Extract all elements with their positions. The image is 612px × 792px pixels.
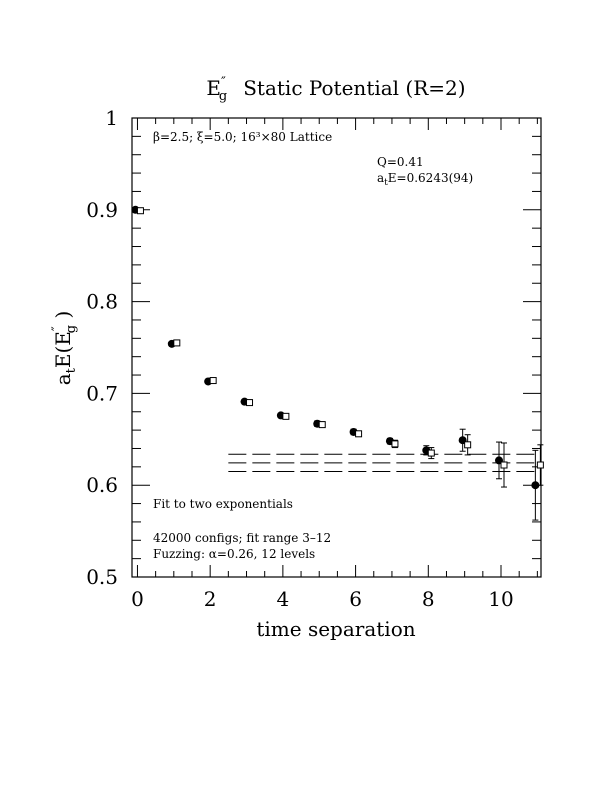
marker-square [355, 430, 363, 438]
y-tick-label: 1 [105, 106, 118, 130]
data-point [246, 399, 254, 407]
data-point [500, 442, 508, 488]
annotation-lattice: β=2.5; ξ=5.0; 16³×80 Lattice [153, 130, 332, 144]
title-sub: g [219, 89, 227, 104]
marker-square [427, 449, 435, 457]
data-point [464, 434, 472, 456]
fit-band [228, 453, 541, 473]
title-main: E [206, 76, 221, 100]
data-point [391, 439, 399, 449]
marker-square [318, 421, 326, 429]
data-point [318, 421, 326, 429]
x-tick-label: 6 [349, 587, 362, 611]
marker-square [464, 441, 472, 449]
y-tick-label: 0.6 [86, 473, 118, 497]
y-axis-title-sub: g [64, 325, 79, 333]
x-axis-title: time separation [256, 617, 415, 641]
fit-value-prefix: a [377, 171, 384, 185]
title-rest: Static Potential (R=2) [243, 76, 465, 100]
marker-square [500, 461, 508, 469]
data-point [427, 447, 435, 460]
annotation-fit-method: Fit to two exponentials [153, 497, 293, 511]
marker-circle [531, 481, 540, 490]
y-axis-title: atE(E″g ) [50, 311, 79, 386]
x-tick-label: 2 [204, 587, 217, 611]
marker-square [173, 339, 181, 347]
y-axis-title-close: ) [51, 311, 75, 325]
data-point [136, 207, 144, 215]
data-point [209, 377, 217, 385]
x-tick-label: 0 [131, 587, 144, 611]
axis-tick-labels: 0 2 4 6 8 10 0.5 0.6 0.7 0.8 0.9 1 [86, 106, 514, 611]
x-tick-label: 10 [488, 587, 513, 611]
y-tick-label: 0.9 [86, 198, 118, 222]
annotation-q: Q=0.41 [377, 155, 424, 169]
data-point [495, 441, 504, 480]
data-series [131, 205, 544, 521]
marker-square [209, 377, 217, 385]
fit-value-sub: t [384, 178, 388, 188]
y-axis-title-prefix-sub: t [64, 367, 79, 373]
chart-title: E″ g Static Potential (R=2) [206, 75, 465, 104]
data-point [282, 412, 290, 420]
x-tick-label: 8 [422, 587, 435, 611]
marker-square [536, 461, 544, 469]
annotation-configs: 42000 configs; fit range 3–12 [153, 531, 331, 545]
marker-square [391, 440, 399, 448]
y-axis-title-prefix: a [51, 373, 75, 385]
data-point [355, 430, 363, 438]
y-axis-title-super: ″ [50, 326, 65, 331]
data-point [173, 339, 181, 347]
x-tick-label: 4 [277, 587, 290, 611]
y-axis-title-main: E(E [51, 331, 75, 368]
annotation-fuzzing: Fuzzing: α=0.26, 12 levels [153, 547, 315, 561]
y-tick-label: 0.5 [86, 565, 118, 589]
title-super: ″ [221, 75, 226, 90]
marker-square [246, 399, 254, 407]
data-point [531, 449, 540, 521]
annotation-fit-value: atE=0.6243(94) [377, 171, 473, 188]
data-point [536, 444, 544, 486]
y-tick-label: 0.8 [86, 290, 118, 314]
y-tick-label: 0.7 [86, 381, 118, 405]
plot-frame [131, 117, 542, 578]
marker-square [282, 412, 290, 420]
marker-square [136, 207, 144, 215]
fit-value-rest: E=0.6243(94) [388, 171, 473, 185]
